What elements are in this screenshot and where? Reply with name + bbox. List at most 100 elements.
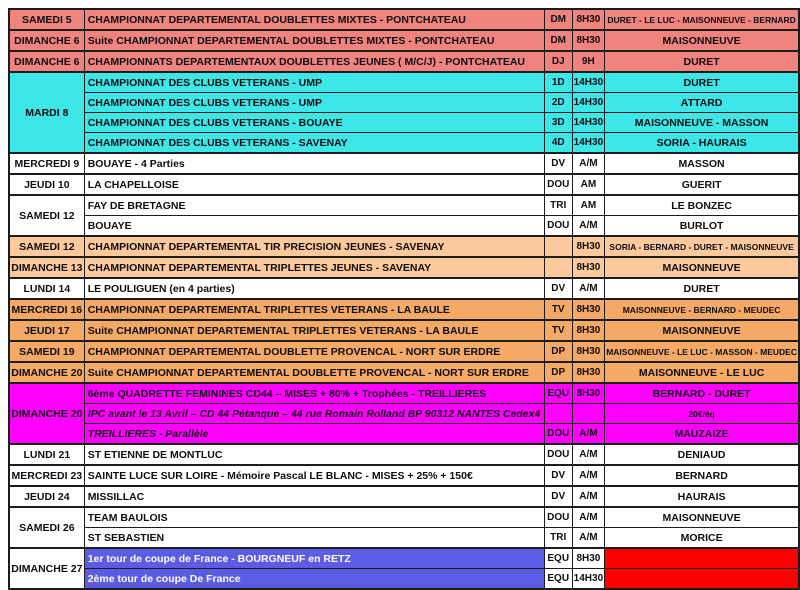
table-row: DIMANCHE 6 CHAMPIONNATS DEPARTEMENTAUX DO… — [8, 50, 800, 73]
time-cell: 8H30 — [571, 340, 606, 363]
date-cell: DIMANCHE 20 — [8, 382, 85, 445]
event-cell: CHAMPIONNAT DEPARTEMENTAL TRIPLETTES VET… — [83, 298, 545, 321]
event-cell: TREILLIERES - Parallèle — [83, 423, 545, 445]
names-cell: BURLOT — [604, 215, 800, 237]
names-cell: BERNARD - DURET — [604, 382, 800, 404]
time-cell: A/M — [571, 215, 606, 237]
event-cell: BOUAYE - 4 Parties — [83, 152, 545, 175]
event-cell: LA CHAPELLOISE — [83, 173, 545, 196]
names-cell: MAISONNEUVE - LE LUC - MASSON - MEUDEC — [604, 340, 800, 363]
names-cell: GUERIT — [604, 173, 800, 196]
event-cell: IPC avant le 13 Avril – CD 44 Pétanque –… — [83, 403, 545, 424]
names-cell — [604, 547, 800, 569]
time-cell: A/M — [571, 443, 606, 466]
event-cell: Suite CHAMPIONNAT DEPARTEMENTAL DOUBLETT… — [83, 361, 545, 384]
event-cell: LE POULIGUEN (en 4 parties) — [83, 277, 545, 300]
code-cell: DV — [543, 485, 573, 508]
code-cell — [543, 403, 573, 424]
table-row: DIMANCHE 20 6ème QUADRETTE FEMININES CD44… — [8, 382, 800, 445]
names-cell: 20€/éq — [604, 403, 800, 424]
table-row: JEUDI 10 LA CHAPELLOISE DOU AM GUERIT — [8, 173, 800, 196]
event-cell: ST SEBASTIEN — [83, 527, 545, 549]
names-cell: MORICE — [604, 527, 800, 549]
code-cell: DOU — [543, 423, 573, 445]
names-cell: DURET - LE LUC - MAISONNEUVE - BERNARD — [604, 8, 800, 31]
date-cell: DIMANCHE 20 — [8, 361, 85, 384]
table-row: DIMANCHE 27 1er tour de coupe de France -… — [8, 547, 800, 590]
names-cell: BERNARD — [604, 464, 800, 487]
code-cell: TRI — [543, 527, 573, 549]
code-cell — [543, 235, 573, 258]
time-cell: 8H30 — [571, 319, 606, 342]
event-cell: 1er tour de coupe de France - BOURGNEUF … — [83, 547, 545, 569]
time-cell: A/M — [571, 277, 606, 300]
date-cell: SAMEDI 19 — [8, 340, 85, 363]
names-cell: DENIAUD — [604, 443, 800, 466]
time-cell: 8H30 — [571, 382, 606, 404]
time-cell: 14H30 — [571, 71, 606, 93]
date-cell: MERCREDI 9 — [8, 152, 85, 175]
date-cell: LUNDI 14 — [8, 277, 85, 300]
time-cell: 8H30 — [571, 547, 606, 569]
time-cell: 14H30 — [571, 568, 606, 590]
names-cell: MASSON — [604, 152, 800, 175]
table-row: MARDI 8 CHAMPIONNAT DES CLUBS VETERANS - … — [8, 71, 800, 154]
event-cell: CHAMPIONNAT DES CLUBS VETERANS - BOUAYE — [83, 112, 545, 133]
date-cell: MERCREDI 23 — [8, 464, 85, 487]
event-cell: CHAMPIONNAT DES CLUBS VETERANS - UMP — [83, 71, 545, 93]
code-cell — [543, 256, 573, 279]
names-cell: ATTARD — [604, 92, 800, 113]
code-cell: DOU — [543, 215, 573, 237]
names-cell: DURET — [604, 71, 800, 93]
table-row: JEUDI 24 MISSILLAC DV A/M HAURAIS — [8, 485, 800, 508]
table-row: 2ème tour de coupe De France EQU 14H30 — [9, 568, 800, 590]
date-cell: DIMANCHE 13 — [8, 256, 85, 279]
event-cell: 6ème QUADRETTE FEMININES CD44 – MISES + … — [83, 382, 545, 404]
page: SAMEDI 5 CHAMPIONNAT DEPARTEMENTAL DOUBLE… — [0, 8, 800, 590]
table-row: MERCREDI 9 BOUAYE - 4 Parties DV A/M MASSON — [8, 152, 800, 175]
event-cell: MISSILLAC — [83, 485, 545, 508]
table-row: DIMANCHE 13 CHAMPIONNAT DEPARTEMENTAL TRI… — [8, 256, 800, 279]
code-cell: DV — [543, 277, 573, 300]
table-row: SAMEDI 26 TEAM BAULOIS DOU A/M MAISONNEUVE — [8, 506, 800, 549]
date-cell: SAMEDI 26 — [8, 506, 85, 549]
names-cell: MAISONNEUVE - BERNARD - MEUDEC — [604, 298, 800, 321]
table-row: DIMANCHE 20 Suite CHAMPIONNAT DEPARTEMENT… — [8, 361, 800, 384]
event-cell: CHAMPIONNATS DEPARTEMENTAUX DOUBLETTES J… — [83, 50, 545, 73]
table-row: CHAMPIONNAT DES CLUBS VETERANS - BOUAYE 3… — [9, 112, 800, 133]
event-cell: CHAMPIONNAT DEPARTEMENTAL DOUBLETTE PROV… — [83, 340, 545, 363]
time-cell — [571, 403, 606, 424]
names-cell: MAISONNEUVE — [604, 319, 800, 342]
code-cell: DOU — [543, 443, 573, 466]
code-cell: 3D — [543, 112, 573, 133]
names-cell — [604, 568, 800, 590]
date-cell: MERCREDI 16 — [8, 298, 85, 321]
time-cell: 8H30 — [571, 361, 606, 384]
event-cell: Suite CHAMPIONNAT DEPARTEMENTAL TRIPLETT… — [83, 319, 545, 342]
table-row: DIMANCHE 6 Suite CHAMPIONNAT DEPARTEMENTA… — [8, 29, 800, 52]
code-cell: DP — [543, 340, 573, 363]
event-cell: 2ème tour de coupe De France — [83, 568, 545, 590]
names-cell: MAISONNEUVE — [604, 29, 800, 52]
code-cell: DM — [543, 8, 573, 31]
names-cell: MAISONNEUVE — [604, 506, 800, 528]
time-cell: 8H30 — [571, 256, 606, 279]
code-cell: DJ — [543, 50, 573, 73]
table-row: IPC avant le 13 Avril – CD 44 Pétanque –… — [9, 403, 800, 424]
time-cell: 14H30 — [571, 92, 606, 113]
table-row: ST SEBASTIEN TRI A/M MORICE — [9, 527, 800, 549]
code-cell: EQU — [543, 382, 573, 404]
code-cell: DV — [543, 152, 573, 175]
names-cell: MAISONNEUVE - LE LUC — [604, 361, 800, 384]
names-cell: HAURAIS — [604, 485, 800, 508]
code-cell: 2D — [543, 92, 573, 113]
code-cell: TRI — [543, 194, 573, 216]
time-cell: A/M — [571, 464, 606, 487]
names-cell: MAISONNEUVE - MASSON — [604, 112, 800, 133]
table-row: SAMEDI 12 FAY DE BRETAGNE TRI AM LE BONZEC — [8, 194, 800, 237]
date-cell: DIMANCHE 6 — [8, 50, 85, 73]
code-cell: EQU — [543, 547, 573, 569]
names-cell: LE BONZEC — [604, 194, 800, 216]
names-cell: DURET — [604, 50, 800, 73]
date-cell: JEUDI 17 — [8, 319, 85, 342]
